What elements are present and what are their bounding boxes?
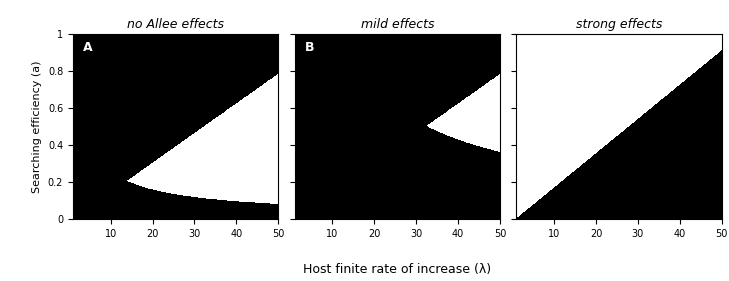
- Title: strong effects: strong effects: [576, 18, 662, 31]
- Title: no Allee effects: no Allee effects: [127, 18, 224, 31]
- Text: B: B: [305, 41, 314, 54]
- Text: Host finite rate of increase (λ): Host finite rate of increase (λ): [303, 263, 491, 276]
- Title: mild effects: mild effects: [361, 18, 434, 31]
- Y-axis label: Searching efficiency (a): Searching efficiency (a): [32, 60, 42, 193]
- Text: C: C: [526, 41, 536, 54]
- Text: A: A: [83, 41, 93, 54]
